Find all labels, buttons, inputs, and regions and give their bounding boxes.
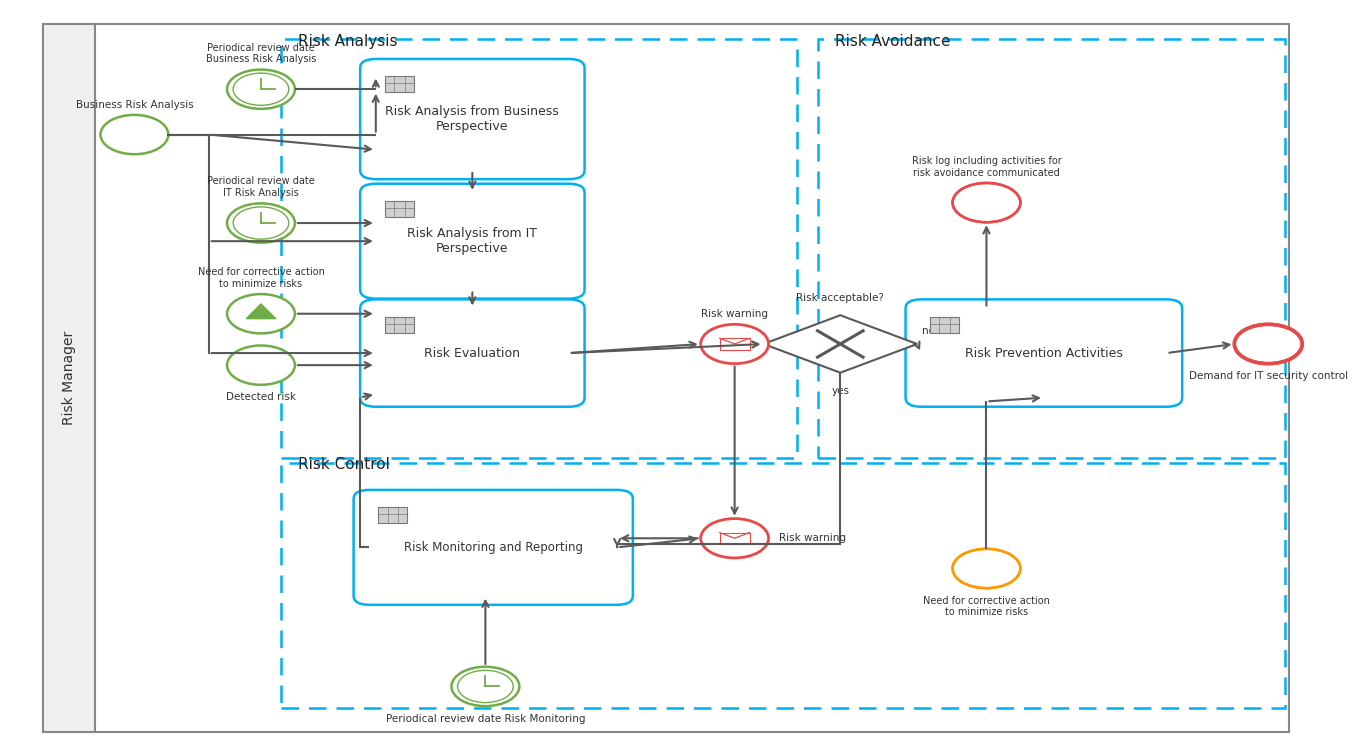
- Text: Demand for IT security control: Demand for IT security control: [1188, 371, 1348, 381]
- Text: Risk Analysis from IT
Perspective: Risk Analysis from IT Perspective: [408, 227, 538, 256]
- Polygon shape: [1253, 334, 1283, 349]
- Circle shape: [228, 203, 295, 243]
- Text: yes: yes: [832, 386, 850, 396]
- Text: Risk log including activities for
risk avoidance communicated: Risk log including activities for risk a…: [912, 156, 1061, 178]
- Circle shape: [953, 183, 1020, 222]
- Circle shape: [701, 519, 768, 558]
- FancyBboxPatch shape: [360, 184, 584, 299]
- Polygon shape: [972, 559, 1001, 574]
- FancyBboxPatch shape: [43, 24, 1289, 732]
- Circle shape: [953, 549, 1020, 588]
- Text: Need for corrective action
to minimize risks: Need for corrective action to minimize r…: [923, 596, 1050, 618]
- FancyBboxPatch shape: [360, 299, 584, 407]
- Text: Detected risk: Detected risk: [226, 392, 295, 402]
- Text: Business Risk Analysis: Business Risk Analysis: [76, 100, 194, 110]
- FancyBboxPatch shape: [378, 507, 406, 523]
- Circle shape: [953, 549, 1020, 588]
- Text: Risk warning: Risk warning: [779, 533, 846, 544]
- Circle shape: [953, 183, 1020, 222]
- FancyBboxPatch shape: [385, 201, 413, 217]
- FancyBboxPatch shape: [385, 76, 413, 92]
- Text: Risk Analysis from Business
Perspective: Risk Analysis from Business Perspective: [385, 105, 560, 133]
- Text: Risk acceptable?: Risk acceptable?: [797, 293, 885, 303]
- FancyBboxPatch shape: [720, 338, 749, 350]
- FancyBboxPatch shape: [43, 24, 95, 732]
- Text: Risk Manager: Risk Manager: [62, 331, 76, 425]
- Text: Risk Evaluation: Risk Evaluation: [424, 346, 520, 360]
- Text: Risk Monitoring and Reporting: Risk Monitoring and Reporting: [404, 541, 583, 554]
- Text: Risk Avoidance: Risk Avoidance: [835, 34, 951, 49]
- Polygon shape: [247, 304, 275, 319]
- Polygon shape: [972, 193, 1001, 207]
- Text: Periodical review date Risk Monitoring: Periodical review date Risk Monitoring: [386, 714, 585, 723]
- Circle shape: [458, 671, 514, 702]
- Circle shape: [1234, 324, 1302, 364]
- Circle shape: [451, 667, 519, 706]
- FancyBboxPatch shape: [720, 532, 749, 544]
- Polygon shape: [763, 315, 917, 373]
- Text: Risk Analysis: Risk Analysis: [298, 34, 397, 49]
- Circle shape: [100, 115, 168, 154]
- Circle shape: [1234, 324, 1302, 364]
- FancyBboxPatch shape: [385, 317, 413, 333]
- FancyBboxPatch shape: [931, 317, 959, 333]
- Circle shape: [228, 345, 295, 385]
- Circle shape: [701, 324, 768, 364]
- Text: no: no: [923, 327, 935, 336]
- Text: Risk Prevention Activities: Risk Prevention Activities: [965, 346, 1123, 360]
- FancyBboxPatch shape: [360, 59, 584, 179]
- Text: Periodical review date
Business Risk Analysis: Periodical review date Business Risk Ana…: [206, 42, 316, 64]
- Text: Periodical review date
IT Risk Analysis: Periodical review date IT Risk Analysis: [207, 176, 314, 198]
- FancyBboxPatch shape: [905, 299, 1182, 407]
- Circle shape: [228, 294, 295, 333]
- Text: Risk warning: Risk warning: [701, 309, 768, 319]
- Circle shape: [233, 73, 289, 105]
- Circle shape: [233, 207, 289, 239]
- Text: Risk Control: Risk Control: [298, 457, 389, 472]
- Text: Need for corrective action
to minimize risks: Need for corrective action to minimize r…: [198, 267, 324, 289]
- FancyBboxPatch shape: [354, 490, 633, 605]
- Circle shape: [228, 70, 295, 109]
